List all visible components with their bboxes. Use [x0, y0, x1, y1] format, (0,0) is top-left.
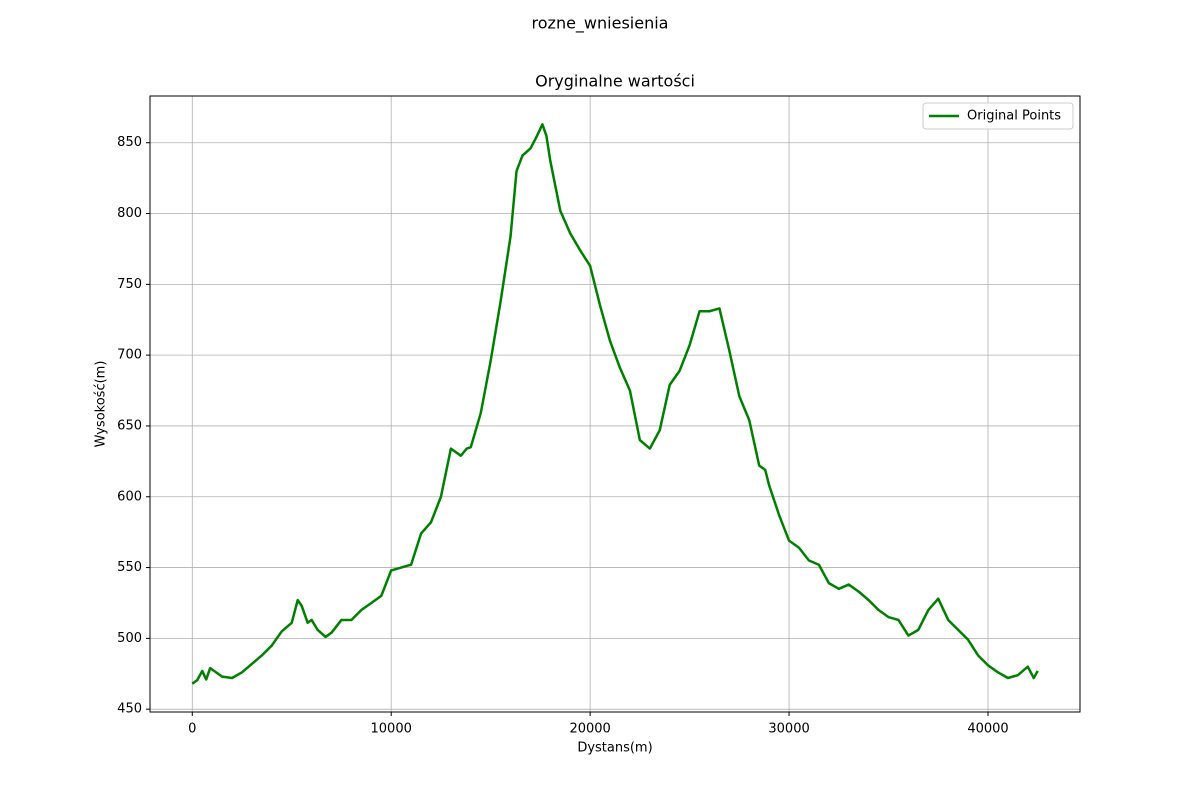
x-tick-label: 20000	[569, 722, 610, 737]
x-tick-label: 0	[188, 722, 196, 737]
y-tick-label: 650	[117, 418, 142, 433]
suptitle: rozne_wniesienia	[532, 14, 669, 34]
y-tick-label: 750	[117, 277, 142, 292]
legend-label: Original Points	[967, 109, 1061, 124]
legend-box	[922, 102, 1074, 130]
y-tick-label: 600	[117, 489, 142, 504]
chart-title: Oryginalne wartości	[535, 72, 695, 91]
plot-frame	[149, 95, 1081, 713]
data-line	[191, 123, 1039, 685]
x-tick-label: 30000	[768, 722, 809, 737]
x-tick-label: 10000	[371, 722, 412, 737]
y-tick-label: 850	[117, 135, 142, 150]
x-tick-label: 40000	[967, 722, 1008, 737]
y-tick-label: 500	[117, 631, 142, 646]
y-tick-label: 450	[117, 702, 142, 717]
y-axis-label: Wysokość(m)	[94, 361, 109, 448]
y-tick-label: 550	[117, 560, 142, 575]
x-axis-label: Dystans(m)	[577, 741, 652, 756]
y-tick-label: 800	[117, 206, 142, 221]
y-tick-label: 700	[117, 348, 142, 363]
